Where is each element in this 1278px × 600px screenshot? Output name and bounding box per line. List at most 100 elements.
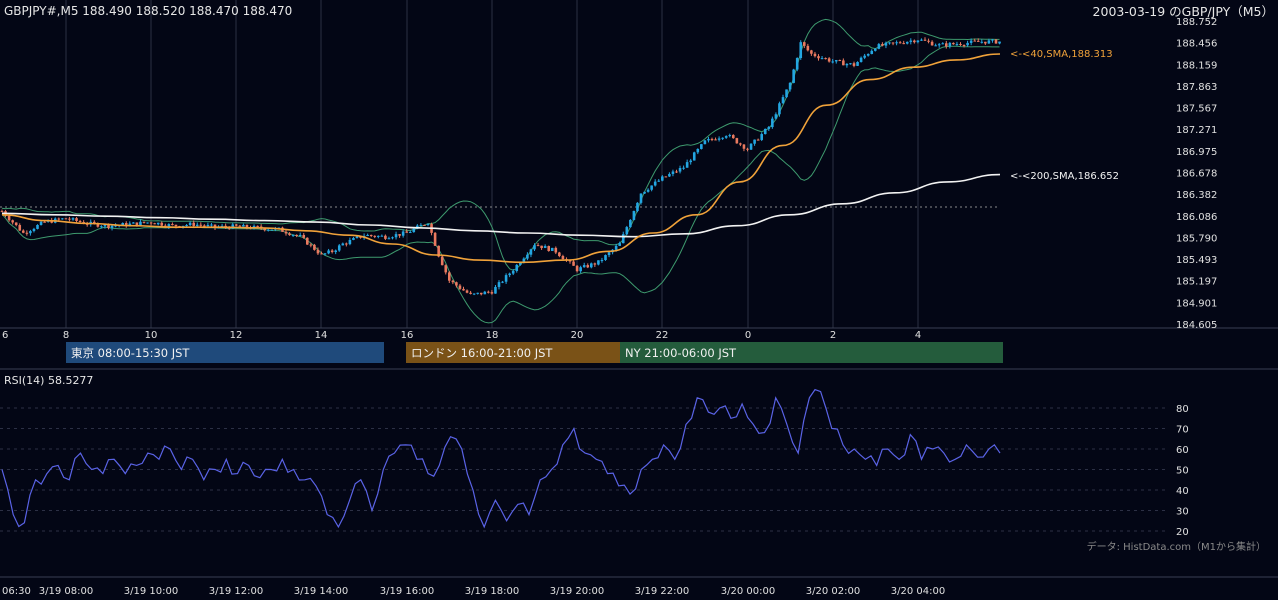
candle-body <box>284 231 288 234</box>
candle-body <box>593 263 597 265</box>
candle-body <box>476 292 479 294</box>
candle-body <box>25 232 29 234</box>
bottom-time-label: 3/19 10:00 <box>124 586 178 597</box>
bottom-time-label: 3/19 14:00 <box>294 586 348 597</box>
candle-body <box>479 292 483 295</box>
rsi-grid <box>0 407 1168 532</box>
candle-body <box>43 221 46 223</box>
candle-body <box>717 138 721 140</box>
candle-body <box>451 280 455 283</box>
rsi-tick-label: 60 <box>1176 445 1189 456</box>
candle-body <box>792 69 795 83</box>
candle-body <box>927 40 930 42</box>
candle-body <box>323 253 327 255</box>
candle-body <box>930 41 934 46</box>
candle-body <box>629 219 632 228</box>
price-tick-label: 186.382 <box>1176 190 1217 201</box>
candle-body <box>440 256 444 266</box>
rsi-tick-label: 40 <box>1176 486 1189 497</box>
candle-body <box>32 228 36 232</box>
candle-body <box>398 234 401 236</box>
candle-body <box>337 245 341 251</box>
candle-body <box>646 189 650 192</box>
candle-body <box>210 224 213 226</box>
candle-body <box>987 40 991 44</box>
candle-body <box>898 42 902 44</box>
candle-body <box>448 272 451 281</box>
candle-body <box>128 223 132 227</box>
candle-body <box>895 42 898 44</box>
session-ny-bar <box>620 342 1003 363</box>
candle-body <box>519 262 522 265</box>
candle-body <box>455 282 458 286</box>
candle-body <box>487 291 490 293</box>
price-tick-label: 186.678 <box>1176 169 1217 180</box>
candle-body <box>558 252 561 257</box>
candle-body <box>405 231 408 233</box>
rsi-tick-label: 30 <box>1176 507 1189 518</box>
candle-body <box>561 256 565 260</box>
candle-body <box>57 218 61 220</box>
candle-body <box>937 44 941 46</box>
price-tick-label: 184.605 <box>1176 320 1217 331</box>
session-tokyo-bar <box>66 342 384 363</box>
time-tick-label: 0 <box>745 330 751 341</box>
price-axis: 188.752 188.456 188.159 187.863 187.567 187.2… <box>1176 17 1217 331</box>
candle-body <box>192 222 195 226</box>
candle-body <box>643 191 646 194</box>
candle-body <box>188 222 192 226</box>
candle-body <box>639 193 643 203</box>
candle-body <box>920 39 923 41</box>
bottom-time-label: 3/20 02:00 <box>806 586 860 597</box>
candle-body <box>85 223 89 225</box>
candle-body <box>774 114 778 119</box>
time-tick-label: 22 <box>656 330 669 341</box>
candle-body <box>870 50 874 54</box>
candle-body <box>668 173 671 177</box>
candle-body <box>14 222 18 226</box>
candle-body <box>838 60 842 62</box>
candle-body <box>75 218 78 221</box>
candle-body <box>508 273 511 276</box>
candle-body <box>568 260 572 262</box>
candle-body <box>572 261 575 266</box>
candle-body <box>739 143 742 145</box>
candle-body <box>966 42 969 46</box>
candle-body <box>700 144 703 149</box>
candle-body <box>664 176 668 178</box>
sma40-line <box>1 53 1001 264</box>
candle-body <box>732 135 735 139</box>
candle-body <box>842 60 845 66</box>
candle-body <box>653 181 657 186</box>
candle-body <box>749 143 753 150</box>
candle-body <box>330 250 334 253</box>
candle-body <box>955 44 959 46</box>
vertical-grid <box>65 0 919 328</box>
candle-body <box>195 224 199 226</box>
price-tick-label: 185.493 <box>1176 255 1217 266</box>
candle-body <box>316 249 320 254</box>
candle-body <box>678 167 682 172</box>
candle-body <box>742 144 746 149</box>
candle-body <box>881 44 884 46</box>
candle-body <box>859 57 863 62</box>
candle-body <box>753 139 756 144</box>
candle-body <box>515 264 519 272</box>
candle-body <box>856 61 859 66</box>
candle-body <box>22 230 25 233</box>
rsi-tick-label: 70 <box>1176 425 1189 436</box>
candle-body <box>675 171 678 173</box>
bottom-time-label: 3/19 12:00 <box>209 586 263 597</box>
candle-body <box>834 60 838 62</box>
candle-body <box>714 139 717 141</box>
candle-body <box>543 246 547 249</box>
candle-body <box>39 221 43 225</box>
candle-body <box>103 224 107 227</box>
candle-body <box>206 224 210 227</box>
candle-body <box>554 247 558 253</box>
time-tick-label: 14 <box>315 330 328 341</box>
candle-body <box>810 50 813 54</box>
candle-body <box>661 176 664 181</box>
candle-body <box>171 224 174 226</box>
